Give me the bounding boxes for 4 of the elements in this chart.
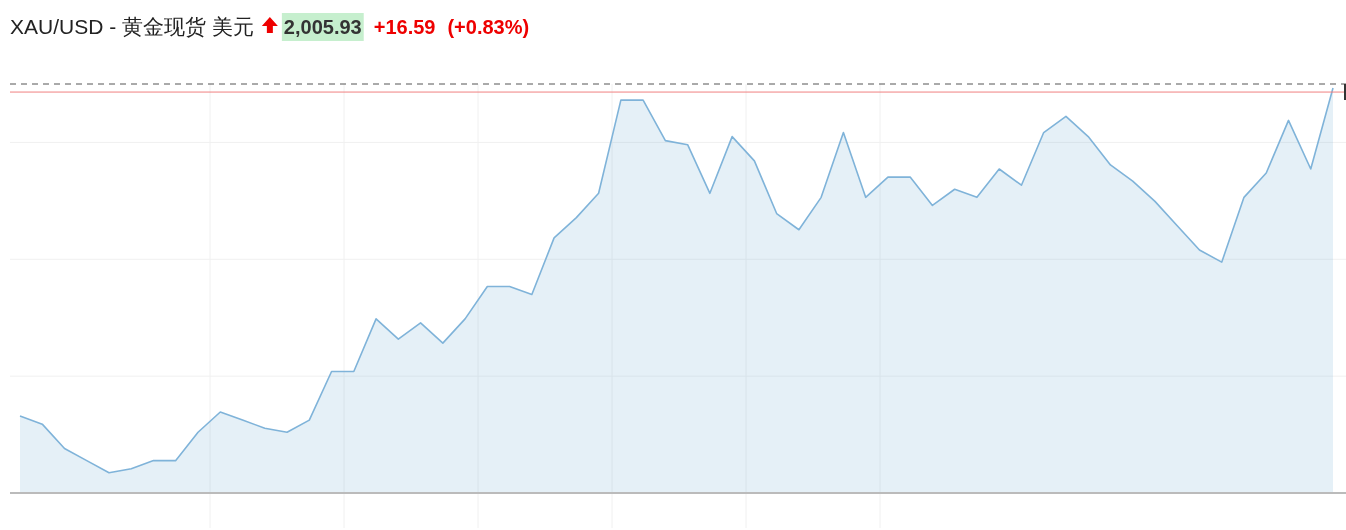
text: +16.59 [373, 16, 436, 38]
text: (+0.83%) [447, 16, 530, 38]
text: 2,005.93 [283, 16, 362, 38]
chart-title: XAU/USD - 黄金现货 美元 [10, 15, 254, 38]
